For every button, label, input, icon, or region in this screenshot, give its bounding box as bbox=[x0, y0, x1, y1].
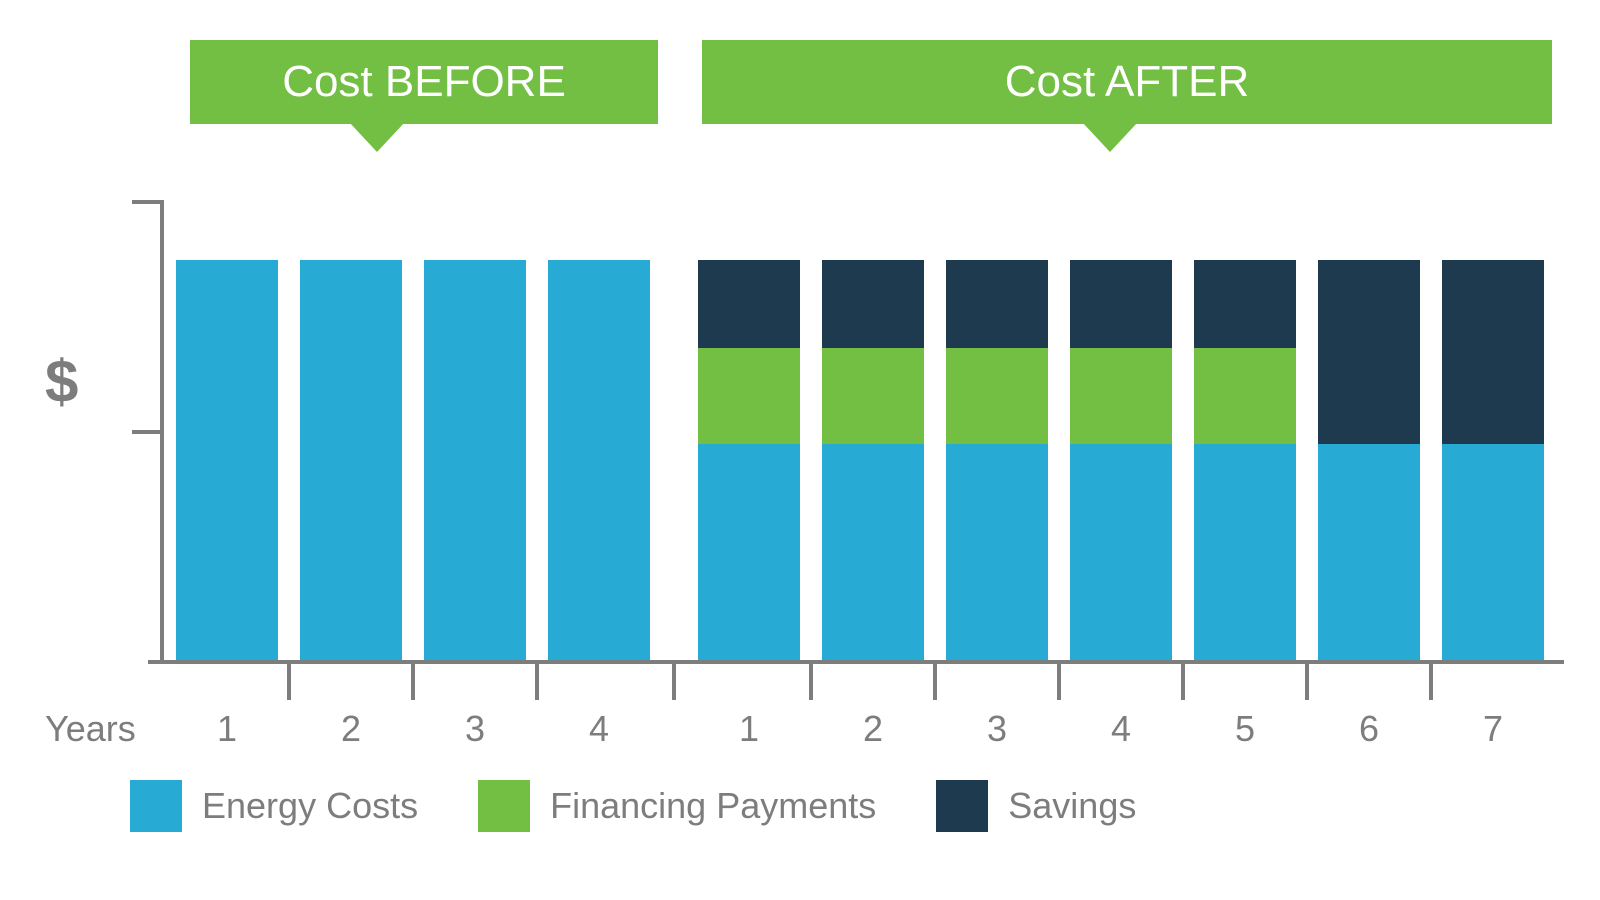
bar-segment-savings bbox=[1194, 260, 1296, 348]
bar-segment-energy bbox=[822, 444, 924, 660]
x-tick-label: 3 bbox=[946, 708, 1048, 750]
bar-after-2 bbox=[822, 260, 924, 660]
bar-before-2 bbox=[300, 260, 402, 660]
legend-item-energy: Energy Costs bbox=[130, 780, 418, 832]
bar-segment-financing bbox=[698, 348, 800, 444]
x-tick-label: 1 bbox=[176, 708, 278, 750]
y-axis-label: $ bbox=[45, 347, 78, 416]
bar-segment-savings bbox=[946, 260, 1048, 348]
bar-segment-financing bbox=[1070, 348, 1172, 444]
bar-after-3 bbox=[946, 260, 1048, 660]
x-tick bbox=[809, 664, 813, 700]
bar-segment-energy bbox=[300, 260, 402, 660]
x-tick-label: 2 bbox=[822, 708, 924, 750]
bar-after-6 bbox=[1318, 260, 1420, 660]
x-tick-label: 4 bbox=[548, 708, 650, 750]
legend-swatch-savings bbox=[936, 780, 988, 832]
chart-stage: Cost BEFORECost AFTER$12341234567YearsEn… bbox=[0, 0, 1600, 900]
x-tick-label: 7 bbox=[1442, 708, 1544, 750]
x-tick-label: 6 bbox=[1318, 708, 1420, 750]
banner-before: Cost BEFORE bbox=[190, 40, 658, 124]
banner-label-after: Cost AFTER bbox=[1005, 57, 1250, 107]
x-tick bbox=[933, 664, 937, 700]
bar-segment-energy bbox=[946, 444, 1048, 660]
x-tick-label: 3 bbox=[424, 708, 526, 750]
legend-label-energy: Energy Costs bbox=[202, 785, 418, 827]
y-axis bbox=[160, 200, 164, 660]
bar-segment-energy bbox=[548, 260, 650, 660]
x-tick-label: 2 bbox=[300, 708, 402, 750]
bar-segment-savings bbox=[698, 260, 800, 348]
x-tick bbox=[535, 664, 539, 700]
legend-label-savings: Savings bbox=[1008, 785, 1136, 827]
banner-label-before: Cost BEFORE bbox=[282, 57, 566, 107]
bar-after-4 bbox=[1070, 260, 1172, 660]
bar-segment-energy bbox=[1318, 444, 1420, 660]
bar-segment-savings bbox=[1318, 260, 1420, 444]
x-tick bbox=[1057, 664, 1061, 700]
x-tick-label: 5 bbox=[1194, 708, 1296, 750]
legend-item-financing: Financing Payments bbox=[478, 780, 876, 832]
x-tick-label: 4 bbox=[1070, 708, 1172, 750]
x-tick bbox=[411, 664, 415, 700]
x-tick-label: 1 bbox=[698, 708, 800, 750]
bar-before-4 bbox=[548, 260, 650, 660]
bar-segment-energy bbox=[1442, 444, 1544, 660]
bar-segment-savings bbox=[1070, 260, 1172, 348]
x-tick bbox=[287, 664, 291, 700]
bar-segment-energy bbox=[176, 260, 278, 660]
x-tick bbox=[672, 664, 676, 700]
x-axis bbox=[148, 660, 1564, 664]
bar-segment-financing bbox=[946, 348, 1048, 444]
bar-segment-financing bbox=[1194, 348, 1296, 444]
bar-after-7 bbox=[1442, 260, 1544, 660]
bar-before-1 bbox=[176, 260, 278, 660]
bar-segment-energy bbox=[424, 260, 526, 660]
x-tick bbox=[1429, 664, 1433, 700]
legend: Energy Costs Financing Payments Savings bbox=[130, 780, 1136, 832]
bar-segment-energy bbox=[1070, 444, 1172, 660]
bar-segment-energy bbox=[698, 444, 800, 660]
bar-segment-savings bbox=[822, 260, 924, 348]
bar-after-5 bbox=[1194, 260, 1296, 660]
y-tick-top bbox=[132, 200, 160, 204]
legend-swatch-energy bbox=[130, 780, 182, 832]
bar-segment-financing bbox=[822, 348, 924, 444]
legend-item-savings: Savings bbox=[936, 780, 1136, 832]
bar-segment-energy bbox=[1194, 444, 1296, 660]
legend-swatch-financing bbox=[478, 780, 530, 832]
y-tick-mid bbox=[132, 430, 160, 434]
x-tick bbox=[1181, 664, 1185, 700]
legend-label-financing: Financing Payments bbox=[550, 785, 876, 827]
bar-after-1 bbox=[698, 260, 800, 660]
x-tick bbox=[1305, 664, 1309, 700]
banner-after: Cost AFTER bbox=[702, 40, 1552, 124]
bar-segment-savings bbox=[1442, 260, 1544, 444]
bar-before-3 bbox=[424, 260, 526, 660]
banner-pointer-before bbox=[349, 122, 405, 152]
banner-pointer-after bbox=[1082, 122, 1138, 152]
x-axis-title: Years bbox=[45, 708, 136, 750]
